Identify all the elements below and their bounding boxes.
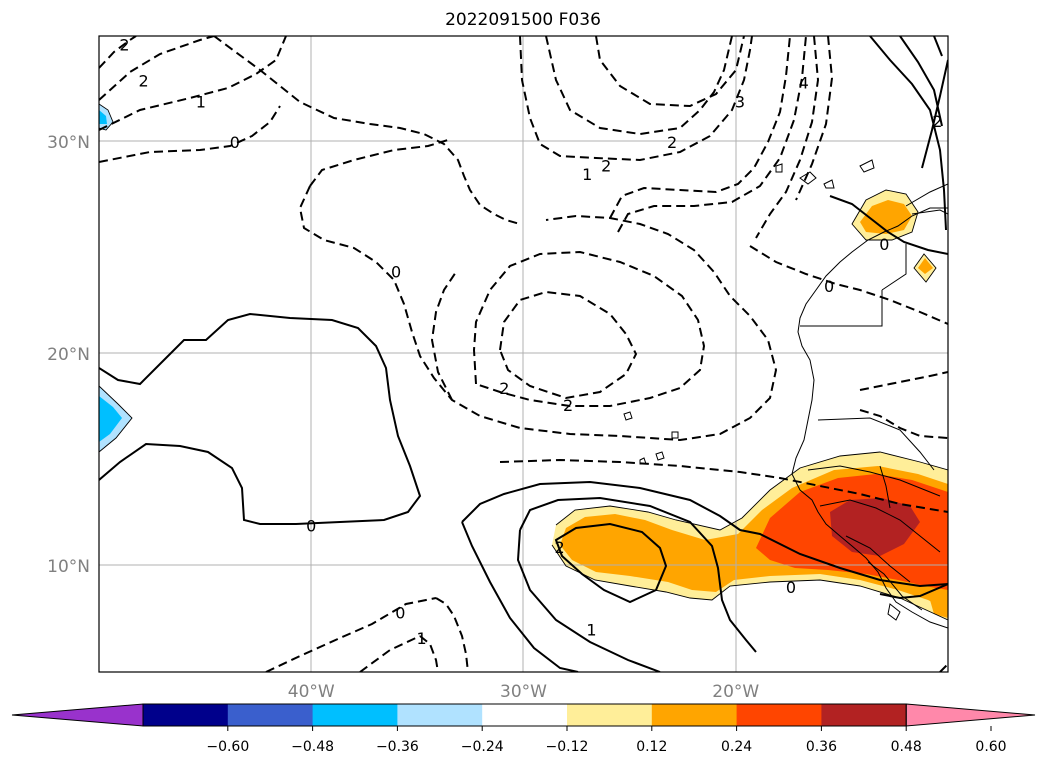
colorbar-cell	[312, 704, 398, 726]
contour-label: 0	[306, 517, 316, 536]
colorbar-tick-label: 0.12	[636, 739, 667, 755]
contour-label: 2	[554, 538, 564, 557]
map-frame	[98, 35, 949, 673]
contour-label: 3	[735, 93, 745, 112]
contour-label: 2	[563, 396, 573, 415]
contour-label: 1	[417, 629, 427, 648]
colorbar	[11, 703, 1036, 727]
colorbar-cell	[482, 704, 568, 726]
contour-label: 2	[932, 112, 942, 131]
longitude-label: 30°W	[500, 682, 547, 702]
colorbar-tick-label: −0.48	[291, 739, 334, 755]
colorbar-cell	[567, 704, 653, 726]
colorbar-tick-label: −0.24	[461, 739, 504, 755]
longitude-labels: 40°W 30°W 20°W	[288, 682, 760, 702]
longitude-label: 20°W	[712, 682, 759, 702]
longitude-label: 40°W	[288, 682, 335, 702]
contour-label: 1	[586, 621, 596, 640]
colorbar-cell	[736, 704, 822, 726]
shade-positive-darkred	[830, 498, 920, 556]
contour-label: 0	[230, 133, 240, 152]
colorbar-cell	[143, 704, 229, 726]
colorbar-cell	[397, 704, 483, 726]
colorbar-tick-labels: −0.60 −0.48 −0.36 −0.24 −0.12 0.12 0.24 0.36 0.4…	[206, 726, 1007, 755]
contour-label: 2	[138, 72, 148, 91]
contour-label: 1	[196, 93, 206, 112]
contour-label: 2	[667, 133, 677, 152]
contour-label: 0	[824, 277, 834, 296]
colorbar-tick-label: 0.36	[806, 739, 837, 755]
colorbar-extend-low	[11, 703, 144, 727]
shade-negative-west-core	[99, 396, 122, 442]
latitude-label: 10°N	[47, 557, 90, 577]
colorbar-tick-label: −0.12	[546, 739, 589, 755]
latitude-label: 30°N	[47, 133, 90, 153]
colorbar-tick-label: 0.24	[721, 739, 752, 755]
colorbar-tick-label: 0.48	[891, 739, 922, 755]
contour-label: 0	[786, 578, 796, 597]
colorbar-extend-high	[905, 703, 1036, 727]
colorbar-cell	[651, 704, 738, 726]
colorbar-tick-label: 0.60	[975, 739, 1006, 755]
colorbar-tick-label: −0.36	[376, 739, 419, 755]
latitude-labels: 30°N 20°N 10°N	[47, 133, 90, 577]
shade-positive-south	[930, 596, 948, 618]
colorbar-frame	[142, 703, 907, 727]
contour-label: 2	[601, 156, 611, 175]
contour-label: 2	[119, 35, 129, 54]
colorbar-cell	[227, 704, 314, 726]
contour-label: 0	[395, 604, 405, 623]
contour-label: 1	[582, 165, 592, 184]
contour-label: 0	[391, 262, 401, 281]
solid-contours	[99, 36, 948, 672]
contour-label: 4	[799, 74, 809, 93]
dashed-contours	[99, 36, 948, 672]
contour-label: 2	[499, 379, 509, 398]
shade-positive-small-core	[918, 258, 933, 274]
contour-label: 0	[879, 235, 889, 254]
shade-negative-northwest-core	[99, 110, 107, 124]
colorbar-tick-label: −0.60	[206, 739, 249, 755]
map-title: 2022091500 F036	[445, 10, 601, 30]
latitude-label: 20°N	[47, 345, 90, 365]
shade-outlines	[99, 103, 948, 621]
colorbar-cell	[821, 704, 907, 726]
